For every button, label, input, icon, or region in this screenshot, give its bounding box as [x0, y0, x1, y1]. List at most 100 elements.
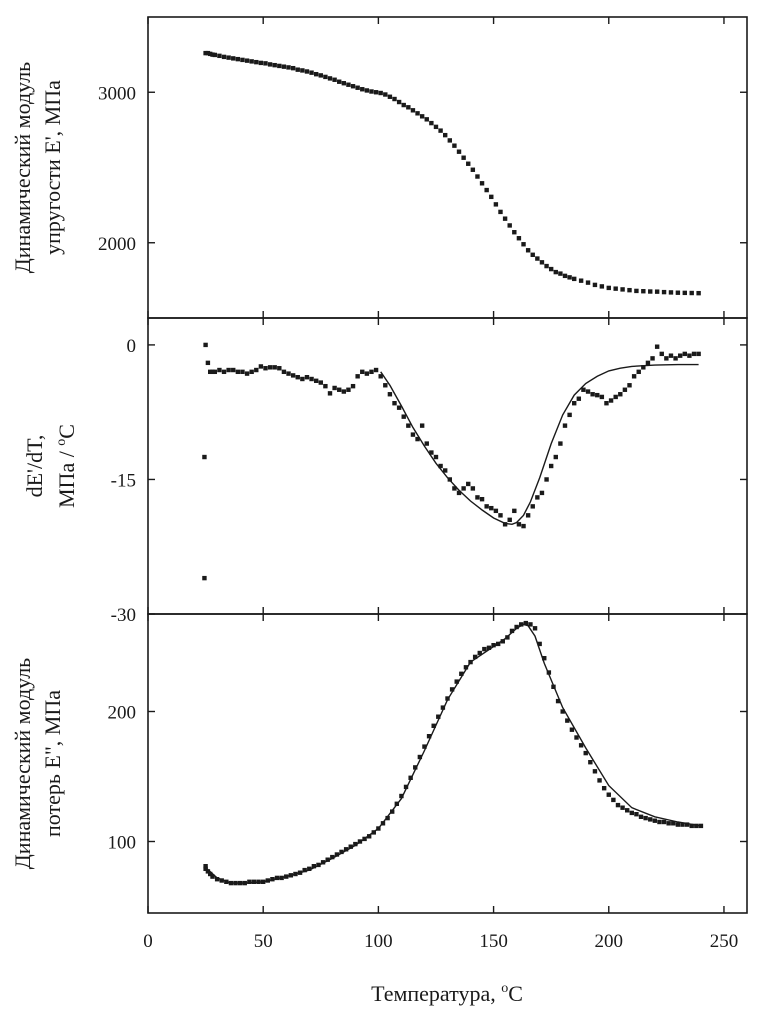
data-point — [641, 365, 646, 370]
data-point — [339, 849, 344, 855]
data-point — [214, 877, 220, 882]
data-point — [567, 275, 572, 280]
data-point — [498, 513, 503, 518]
data-point — [654, 289, 660, 294]
data-point — [553, 454, 558, 460]
fit-curve-middle — [380, 363, 699, 526]
data-point — [475, 174, 480, 179]
data-point — [244, 371, 250, 376]
data-point — [578, 743, 584, 748]
data-point — [392, 96, 397, 102]
data-point — [295, 375, 300, 380]
data-point — [509, 628, 515, 634]
data-point — [592, 282, 598, 288]
data-point — [277, 366, 282, 371]
data-point — [673, 356, 678, 361]
data-point — [698, 823, 704, 829]
data-point — [309, 70, 314, 75]
data-point — [387, 392, 393, 397]
data-point — [560, 709, 565, 714]
x-axis-unit: C — [508, 981, 523, 1006]
data-point — [401, 414, 406, 419]
plot-frame-middle — [147, 317, 748, 615]
data-point — [442, 468, 448, 473]
data-point — [611, 797, 616, 803]
y-tick-label: -15 — [111, 470, 136, 491]
data-point — [210, 52, 215, 57]
y-tick-label: 100 — [108, 833, 137, 854]
data-point — [290, 373, 296, 378]
panel-middle: -30 -15 0 dE'/dT, МПа / oC — [22, 317, 748, 626]
data-point — [498, 209, 503, 215]
data-point — [512, 508, 517, 514]
data-point — [417, 754, 423, 760]
data-point — [249, 59, 254, 64]
data-point — [235, 369, 241, 375]
data-point — [625, 808, 630, 813]
data-point — [682, 290, 687, 296]
data-point — [217, 367, 222, 373]
data-point — [542, 656, 547, 661]
data-point — [680, 822, 685, 827]
data-point — [599, 394, 605, 400]
x-tick-label: 100 — [364, 931, 393, 952]
data-point — [202, 575, 207, 581]
data-point — [369, 89, 374, 94]
data-point — [452, 143, 457, 148]
data-point — [475, 495, 480, 500]
data-point — [532, 626, 538, 631]
data-point — [212, 369, 218, 375]
data-point — [203, 864, 208, 869]
data-point — [429, 450, 434, 455]
data-point — [272, 62, 277, 68]
data-point — [300, 68, 305, 73]
data-point — [535, 495, 540, 500]
data-point — [424, 117, 429, 122]
data-point — [659, 351, 664, 357]
data-point — [588, 760, 593, 765]
data-point — [645, 360, 651, 366]
data-point — [493, 508, 499, 514]
data-point — [263, 366, 268, 371]
data-point — [403, 784, 409, 790]
data-point — [240, 369, 245, 375]
data-point — [302, 867, 307, 873]
y-axis-title-top: Динамический модуль упругости E', МПа — [10, 62, 65, 273]
data-point — [555, 698, 561, 704]
data-point — [449, 687, 455, 692]
data-point — [208, 51, 213, 57]
data-point — [346, 387, 351, 392]
data-point — [203, 866, 208, 871]
data-point — [604, 401, 609, 406]
data-point — [479, 496, 485, 502]
data-point — [244, 58, 250, 63]
data-point — [366, 834, 372, 839]
data-point — [650, 356, 655, 361]
data-point — [597, 778, 602, 783]
data-point — [661, 819, 667, 825]
data-point — [267, 62, 273, 67]
data-point — [694, 823, 699, 829]
y-axis-title-line: упругости E', МПа — [40, 80, 65, 255]
data-point — [258, 364, 264, 369]
data-point — [535, 256, 540, 261]
data-point — [383, 383, 388, 388]
data-point — [567, 412, 572, 418]
data-point — [622, 387, 628, 392]
data-point — [572, 401, 577, 406]
data-point — [461, 155, 466, 160]
data-point — [396, 405, 402, 410]
data-point — [325, 857, 330, 862]
data-point — [217, 53, 222, 59]
data-point — [502, 216, 508, 221]
data-point — [629, 810, 635, 816]
data-point — [634, 812, 639, 817]
data-point — [546, 670, 552, 675]
data-point — [627, 383, 632, 388]
data-point — [235, 56, 241, 62]
data-point — [433, 124, 439, 130]
data-point — [620, 287, 625, 292]
degree-symbol: o — [54, 439, 69, 446]
data-point — [337, 387, 342, 392]
